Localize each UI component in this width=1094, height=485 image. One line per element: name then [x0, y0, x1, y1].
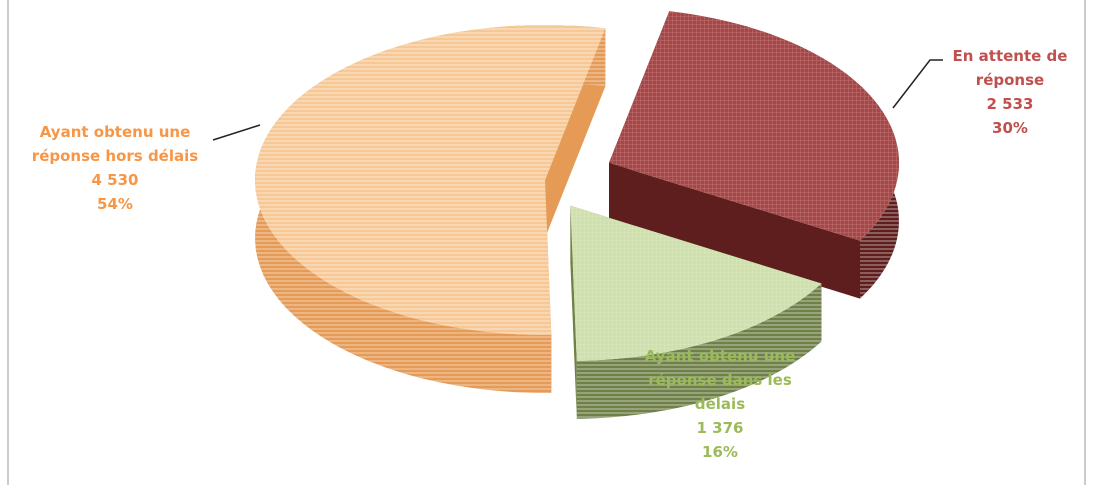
label-value: 4 530	[91, 171, 139, 189]
slice-label: Ayant obtenu une réponse hors délais 4 5…	[10, 120, 220, 216]
slice-label: Ayant obtenu une réponse dans les délais…	[620, 344, 820, 464]
leader-line	[212, 124, 261, 141]
pie	[255, 11, 899, 419]
slice-side-texture	[576, 283, 822, 419]
label-name: Ayant obtenu une réponse dans les délais	[644, 347, 796, 413]
slice-texture	[570, 205, 822, 361]
label-percent: 54%	[97, 195, 133, 213]
slice-texture	[609, 11, 899, 241]
label-value: 1 376	[696, 419, 744, 437]
label-name: Ayant obtenu une réponse hors délais	[31, 123, 199, 165]
slice-side	[609, 162, 860, 299]
label-name: En attente de réponse	[952, 47, 1068, 89]
slice-side	[570, 205, 577, 419]
slice-label: En attente de réponse 2 533 30%	[925, 44, 1094, 140]
label-percent: 16%	[702, 443, 738, 461]
leader-line	[892, 59, 943, 109]
label-value: 2 533	[986, 95, 1034, 113]
label-percent: 30%	[992, 119, 1028, 137]
slice-texture	[255, 25, 606, 335]
